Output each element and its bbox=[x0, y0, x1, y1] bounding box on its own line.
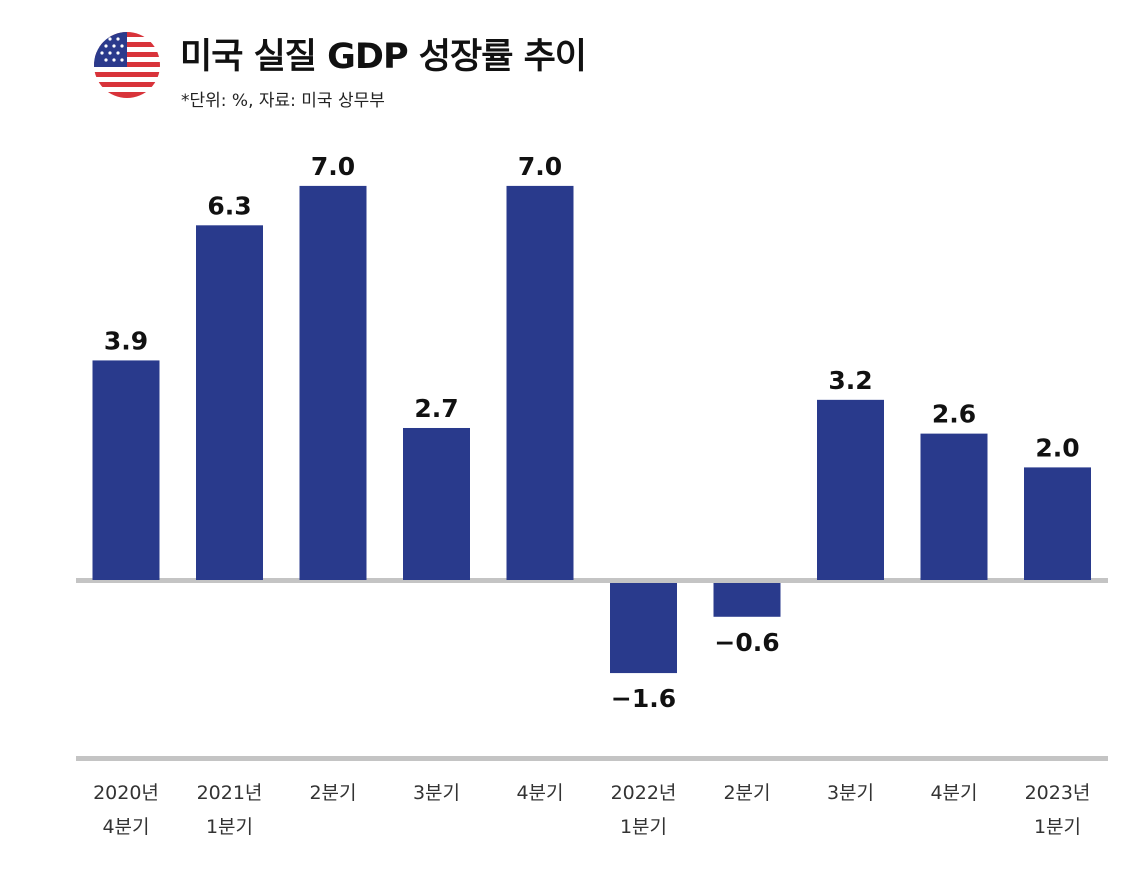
category-label: 4분기 bbox=[516, 782, 563, 804]
bar bbox=[506, 185, 574, 580]
bar bbox=[920, 433, 988, 580]
category-label: 2분기 bbox=[723, 782, 770, 804]
chart-subtitle: *단위: %, 자료: 미국 상무부 bbox=[181, 91, 385, 111]
category-label: 2022년 bbox=[611, 782, 677, 804]
category-label: 4분기 bbox=[930, 782, 977, 804]
category-label: 2021년 bbox=[197, 782, 263, 804]
category-label: 3분기 bbox=[413, 782, 460, 804]
bar bbox=[299, 185, 367, 580]
category-label: 2020년 bbox=[93, 782, 159, 804]
bar-value-label: 3.2 bbox=[828, 366, 872, 395]
chart-title: 미국 실질 GDP 성장률 추이 bbox=[180, 37, 587, 77]
bar bbox=[196, 225, 263, 580]
bar-value-label: 2.6 bbox=[932, 400, 976, 429]
zero-axis-line bbox=[76, 578, 1108, 583]
bar bbox=[1024, 467, 1091, 580]
category-label: 3분기 bbox=[827, 782, 874, 804]
bar-value-label: 2.0 bbox=[1035, 433, 1079, 462]
bar-value-label: −0.6 bbox=[714, 628, 779, 657]
category-label: 1분기 bbox=[206, 816, 253, 838]
bottom-axis-line bbox=[76, 756, 1108, 761]
category-label: 1분기 bbox=[1034, 816, 1081, 838]
category-label: 1분기 bbox=[620, 816, 667, 838]
bar-value-label: 3.9 bbox=[104, 326, 148, 355]
bar bbox=[817, 399, 884, 580]
bar bbox=[403, 427, 470, 580]
category-label: 2분기 bbox=[309, 782, 356, 804]
category-label: 4분기 bbox=[102, 816, 149, 838]
category-label: 2023년 bbox=[1025, 782, 1091, 804]
bar bbox=[713, 583, 781, 617]
bar-value-label: 2.7 bbox=[414, 394, 458, 423]
bar-value-label: 6.3 bbox=[207, 191, 251, 220]
bar bbox=[92, 360, 160, 580]
bar bbox=[610, 583, 677, 674]
bar-value-label: 7.0 bbox=[518, 152, 562, 181]
us-flag-icon bbox=[94, 32, 160, 98]
bar-value-label: 7.0 bbox=[311, 152, 355, 181]
bar-value-label: −1.6 bbox=[611, 684, 676, 713]
